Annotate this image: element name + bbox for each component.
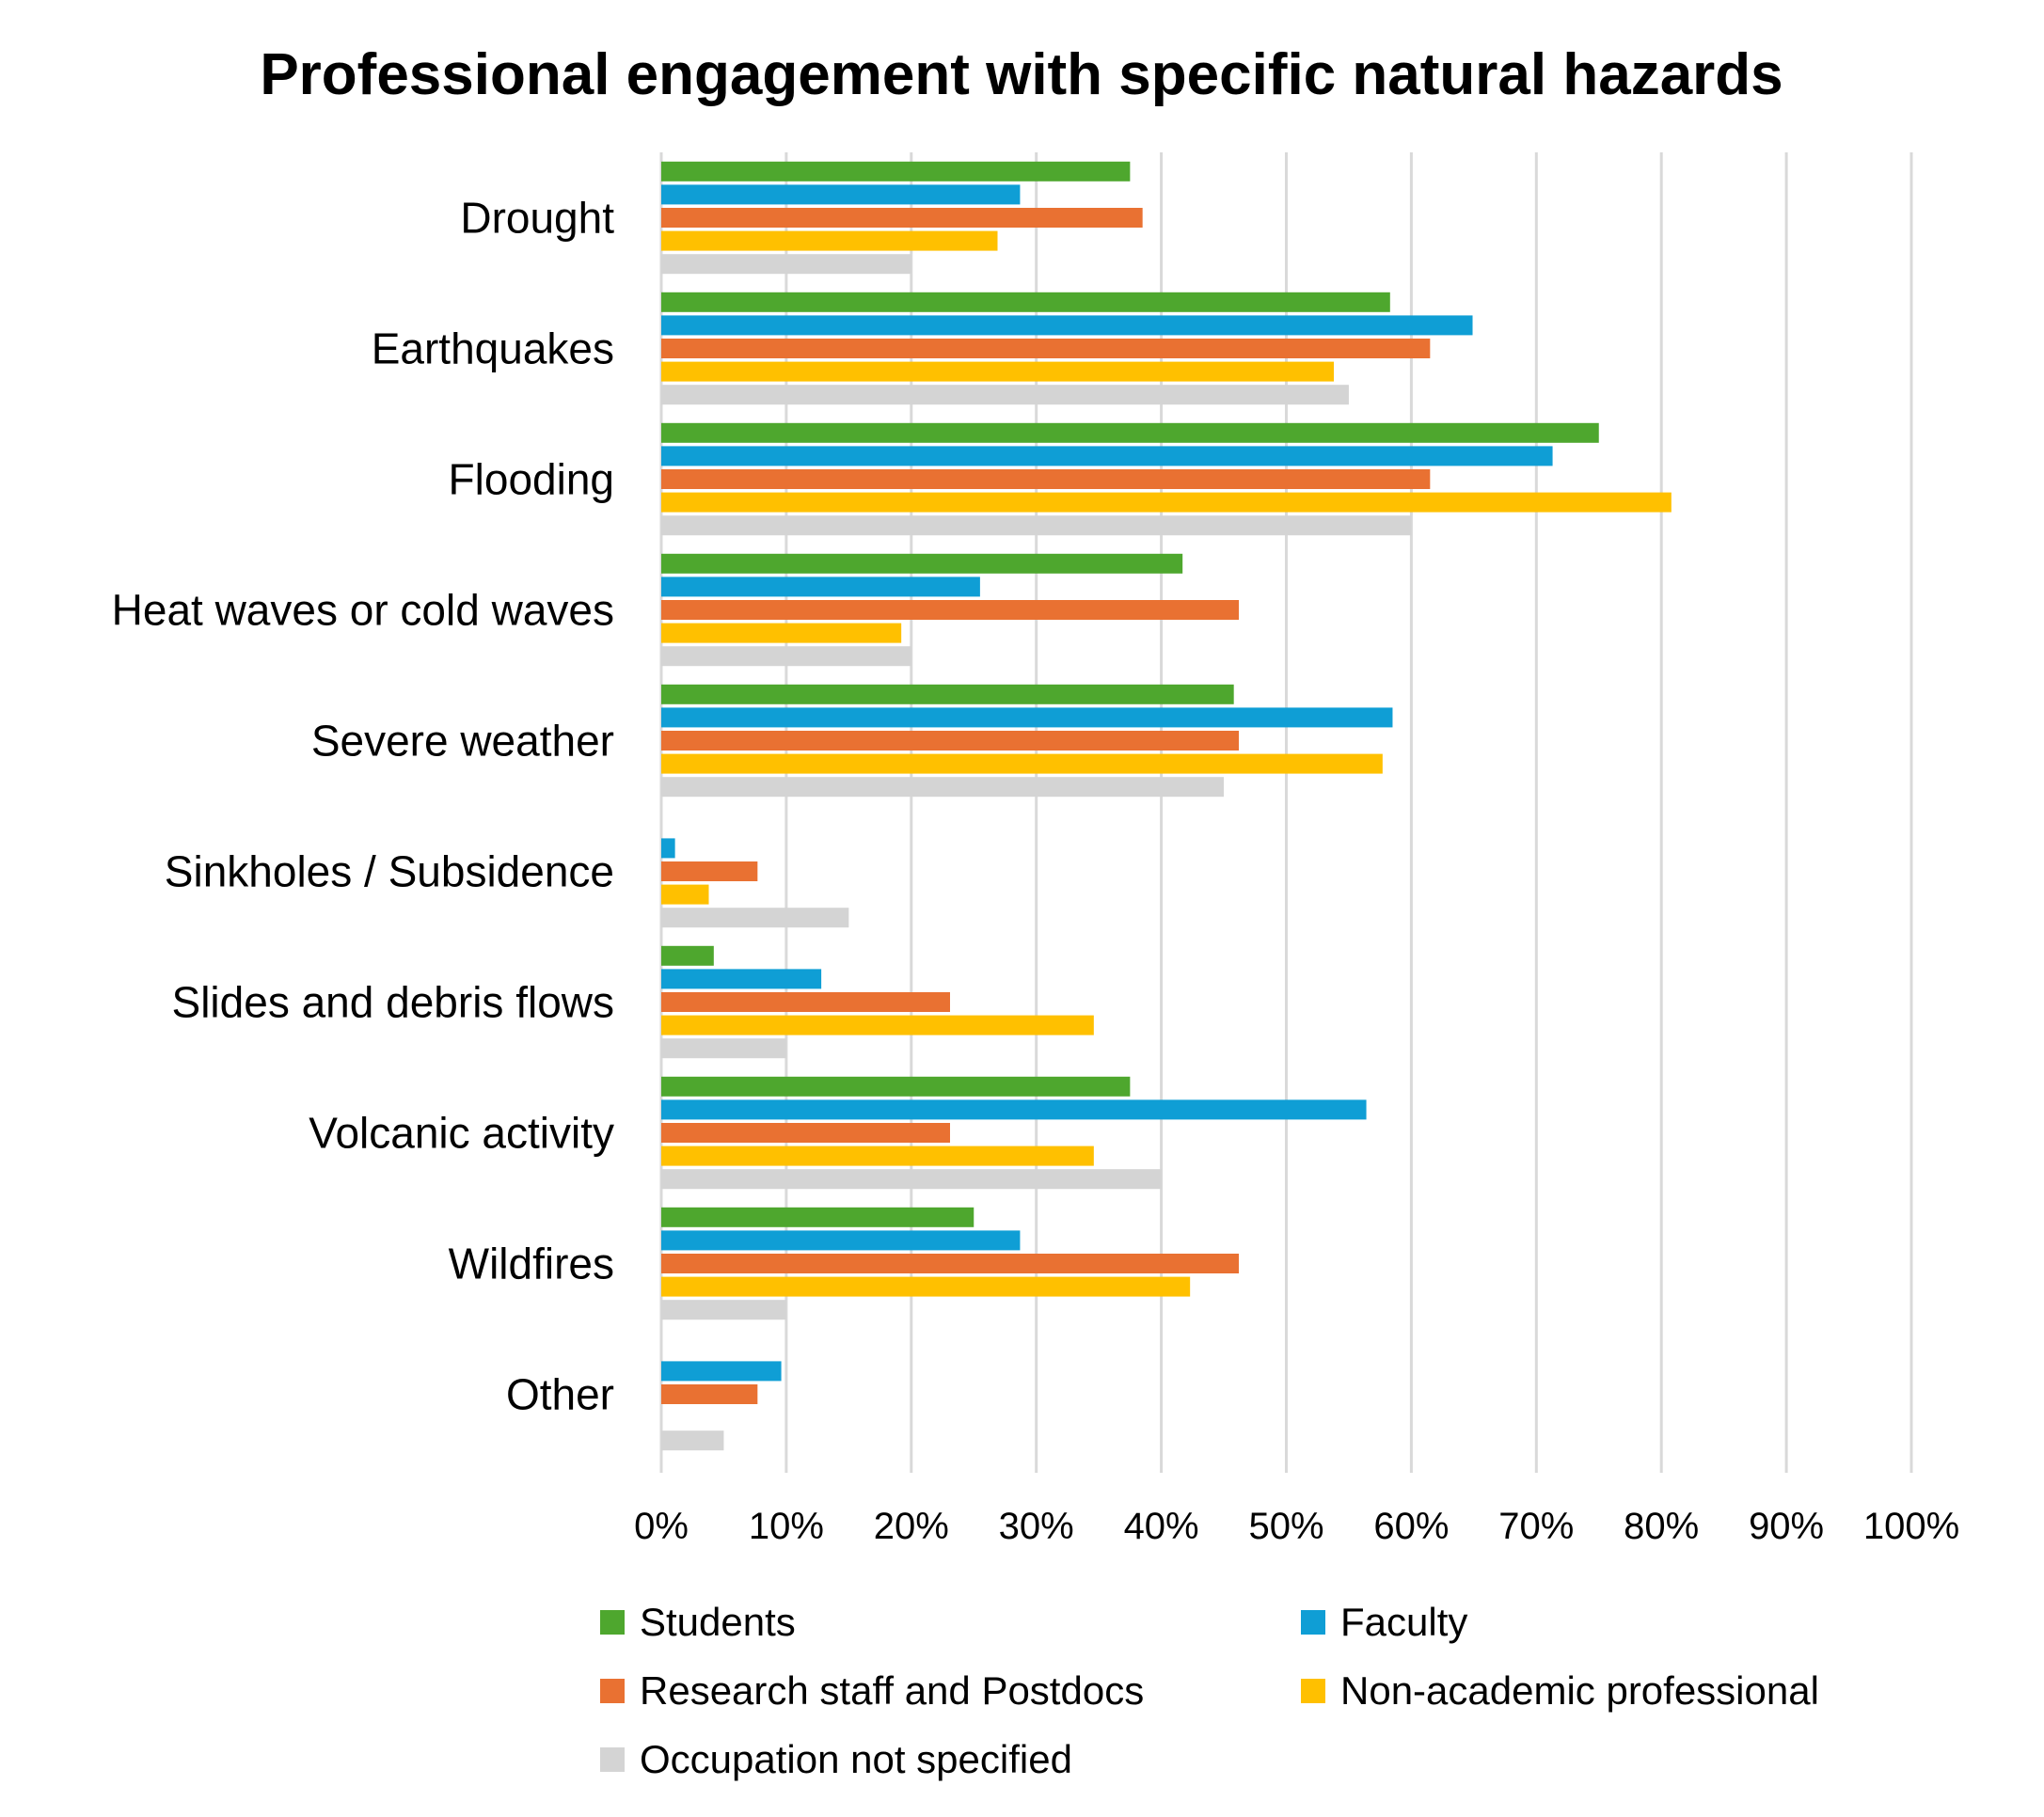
bar-slides-and-debris-flows-students <box>661 945 714 966</box>
bar-slides-and-debris-flows-non-academic-professional <box>661 1015 1094 1035</box>
bar-sinkholes-subsidence-non-academic-professional <box>661 884 709 905</box>
legend-swatch-non-academic-professional <box>1301 1679 1325 1703</box>
bar-flooding-faculty <box>661 446 1553 466</box>
bar-heat-waves-or-cold-waves-students <box>661 553 1183 574</box>
bar-flooding-students <box>661 422 1599 443</box>
legend-label-non-academic-professional: Non-academic professional <box>1340 1668 1819 1713</box>
bar-earthquakes-occupation-not-specified <box>661 385 1349 405</box>
legend-label-occupation-not-specified: Occupation not specified <box>640 1737 1072 1781</box>
legend-swatch-occupation-not-specified <box>600 1747 625 1772</box>
legend: Students Faculty Research staff and Postdo… <box>600 1600 1819 1781</box>
legend-label-students: Students <box>640 1600 796 1644</box>
bar-earthquakes-students <box>661 292 1390 312</box>
bar-wildfires-research-staff-and-postdocs <box>661 1254 1239 1273</box>
tick-label-50: 50% <box>1248 1506 1323 1547</box>
bar-sinkholes-subsidence-research-staff-and-postdocs <box>661 861 758 881</box>
bar-sinkholes-subsidence-faculty <box>661 838 675 859</box>
bar-volcanic-activity-non-academic-professional <box>661 1146 1094 1166</box>
bar-other-faculty <box>661 1361 782 1382</box>
tick-label-60: 60% <box>1373 1506 1449 1547</box>
legend-swatch-faculty <box>1301 1610 1325 1635</box>
bar-drought-non-academic-professional <box>661 230 998 251</box>
bar-other-occupation-not-specified <box>661 1430 724 1451</box>
bar-slides-and-debris-flows-research-staff-and-postdocs <box>661 992 950 1012</box>
bar-volcanic-activity-faculty <box>661 1099 1367 1120</box>
tick-label-10: 10% <box>749 1506 824 1547</box>
bar-slides-and-debris-flows-faculty <box>661 969 822 989</box>
bar-severe-weather-faculty <box>661 707 1393 728</box>
bar-sinkholes-subsidence-occupation-not-specified <box>661 908 849 928</box>
tick-label-80: 80% <box>1624 1506 1699 1547</box>
tick-label-30: 30% <box>999 1506 1074 1547</box>
legend-swatch-students <box>600 1610 625 1635</box>
bar-drought-research-staff-and-postdocs <box>661 208 1143 228</box>
bar-flooding-research-staff-and-postdocs <box>661 469 1431 489</box>
bar-heat-waves-or-cold-waves-occupation-not-specified <box>661 646 911 667</box>
bar-heat-waves-or-cold-waves-faculty <box>661 577 980 597</box>
bar-wildfires-students <box>661 1207 974 1227</box>
bar-heat-waves-or-cold-waves-non-academic-professional <box>661 623 902 643</box>
bar-slides-and-debris-flows-occupation-not-specified <box>661 1038 786 1059</box>
tick-label-0: 0% <box>634 1506 689 1547</box>
category-label-heat-waves-or-cold-waves: Heat waves or cold waves <box>112 586 614 635</box>
bar-drought-faculty <box>661 184 1021 205</box>
category-label-other: Other <box>506 1370 614 1419</box>
bars <box>661 161 1672 1451</box>
tick-label-70: 70% <box>1498 1506 1574 1547</box>
tick-label-20: 20% <box>874 1506 949 1547</box>
tick-label-90: 90% <box>1749 1506 1824 1547</box>
category-label-drought: Drought <box>460 194 614 243</box>
bar-earthquakes-faculty <box>661 315 1473 336</box>
category-label-volcanic-activity: Volcanic activity <box>309 1109 614 1158</box>
category-label-slides-and-debris-flows: Slides and debris flows <box>172 978 614 1027</box>
tick-label-100: 100% <box>1863 1506 1959 1547</box>
bar-volcanic-activity-students <box>661 1076 1131 1097</box>
category-labels: Drought Earthquakes Flooding Heat waves or … <box>112 194 615 1419</box>
tick-label-40: 40% <box>1124 1506 1199 1547</box>
bar-drought-occupation-not-specified <box>661 254 911 275</box>
legend-label-faculty: Faculty <box>1340 1600 1467 1644</box>
x-tick-labels: 0% 10% 20% 30% 40% 50% 60% 70% 80% 90% 100% <box>634 1506 1959 1547</box>
bar-severe-weather-non-academic-professional <box>661 753 1383 774</box>
category-label-severe-weather: Severe weather <box>311 717 614 766</box>
bar-other-research-staff-and-postdocs <box>661 1384 758 1404</box>
legend-label-research-staff-and-postdocs: Research staff and Postdocs <box>640 1668 1144 1713</box>
bar-heat-waves-or-cold-waves-research-staff-and-postdocs <box>661 600 1239 620</box>
bar-volcanic-activity-research-staff-and-postdocs <box>661 1123 950 1143</box>
bar-earthquakes-research-staff-and-postdocs <box>661 339 1431 358</box>
bar-wildfires-occupation-not-specified <box>661 1300 786 1320</box>
bar-earthquakes-non-academic-professional <box>661 361 1335 382</box>
legend-swatch-research-staff-and-postdocs <box>600 1679 625 1703</box>
bar-severe-weather-students <box>661 684 1234 704</box>
chart-title: Professional engagement with specific na… <box>260 42 1783 107</box>
category-label-sinkholes-subsidence: Sinkholes / Subsidence <box>165 847 614 896</box>
bar-volcanic-activity-occupation-not-specified <box>661 1169 1162 1190</box>
bar-wildfires-faculty <box>661 1230 1021 1251</box>
bar-flooding-occupation-not-specified <box>661 515 1412 536</box>
bar-severe-weather-occupation-not-specified <box>661 777 1225 798</box>
bar-wildfires-non-academic-professional <box>661 1276 1191 1297</box>
category-label-earthquakes: Earthquakes <box>372 324 614 373</box>
bar-drought-students <box>661 161 1131 182</box>
bar-severe-weather-research-staff-and-postdocs <box>661 731 1239 750</box>
category-label-flooding: Flooding <box>449 455 614 504</box>
bar-flooding-non-academic-professional <box>661 492 1672 513</box>
category-label-wildfires: Wildfires <box>449 1240 614 1288</box>
